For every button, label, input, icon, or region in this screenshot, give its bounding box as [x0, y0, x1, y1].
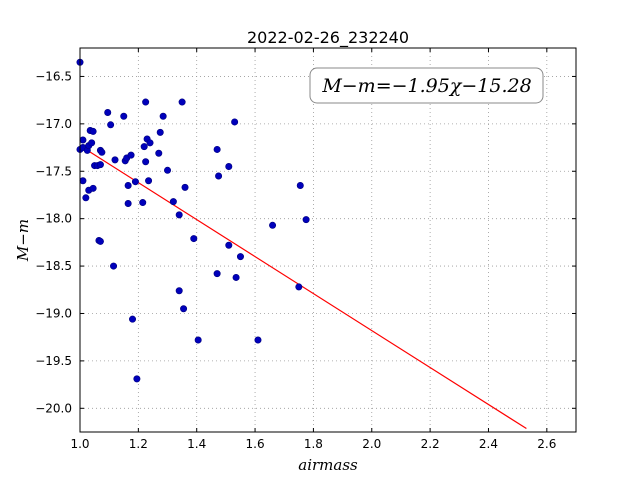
data-point [96, 161, 104, 169]
data-point [88, 139, 96, 147]
data-point [133, 375, 141, 383]
y-axis-label: M−m [14, 219, 32, 262]
data-point [269, 221, 277, 229]
data-point [194, 336, 202, 344]
data-point [225, 241, 233, 249]
data-point [181, 183, 189, 191]
data-point [302, 216, 310, 224]
fit-annotation: M−m=−1.95χ−15.28 [321, 75, 531, 97]
data-point [232, 273, 240, 281]
x-tick-label: 2.6 [537, 437, 556, 451]
data-point [145, 177, 153, 185]
y-tick-label: −17.5 [35, 164, 72, 178]
x-tick-label: 2.4 [479, 437, 498, 451]
data-point [155, 149, 163, 157]
fit-line-group [79, 145, 527, 430]
data-point [159, 112, 167, 120]
data-point [169, 198, 177, 206]
data-point [254, 336, 262, 344]
data-point [131, 178, 139, 186]
data-point [215, 172, 223, 180]
x-tick-label: 1.4 [187, 437, 206, 451]
data-point [89, 127, 97, 135]
x-tick-label: 2.0 [362, 437, 381, 451]
data-point [107, 121, 115, 129]
x-tick-label: 2.2 [421, 437, 440, 451]
data-point [142, 158, 150, 166]
data-point [79, 136, 87, 144]
data-point [156, 128, 164, 136]
data-point [110, 262, 118, 270]
y-tick-label: −18.0 [35, 212, 72, 226]
x-tick-label: 1.8 [304, 437, 323, 451]
data-point [190, 235, 198, 243]
data-point [79, 177, 87, 185]
data-point [236, 253, 244, 261]
data-point [175, 211, 183, 219]
data-point [120, 112, 128, 120]
data-point [89, 184, 97, 192]
data-point [140, 143, 148, 151]
data-point [124, 199, 132, 207]
data-point [96, 237, 104, 245]
data-point [146, 139, 154, 147]
data-point [296, 181, 304, 189]
y-tick-label: −19.0 [35, 306, 72, 320]
data-point [231, 118, 239, 126]
data-point [225, 163, 233, 171]
data-points [76, 58, 310, 383]
data-point [98, 148, 106, 156]
x-axis-label: airmass [298, 456, 358, 474]
y-tick-label: −18.5 [35, 259, 72, 273]
data-point [129, 315, 137, 323]
fit-line [79, 145, 527, 430]
x-tick-label: 1.6 [246, 437, 265, 451]
data-point [111, 156, 119, 164]
x-tick-label: 1.2 [129, 437, 148, 451]
data-point [139, 199, 147, 207]
data-point [213, 145, 221, 153]
x-tick-label: 1.0 [70, 437, 89, 451]
y-tick-label: −17.0 [35, 117, 72, 131]
chart-title: 2022-02-26_232240 [247, 28, 409, 48]
data-point [127, 151, 135, 159]
data-point [178, 98, 186, 106]
y-ticks: −16.5 −17.0 −17.5 −18.0 −18.5 −19.0 −19.5 −20.0 [35, 69, 576, 415]
data-point [164, 166, 172, 174]
plot-frame [79, 47, 577, 433]
fit-annotation-box: M−m=−1.95χ−15.28 [309, 67, 544, 104]
data-point [104, 108, 112, 116]
data-point [124, 181, 132, 189]
x-ticks: 1.0 1.2 1.4 1.6 1.8 2.0 2.2 2.4 2.6 [70, 48, 556, 451]
y-tick-label: −19.5 [35, 354, 72, 368]
y-tick-label: −20.0 [35, 401, 72, 415]
data-point [175, 287, 183, 295]
data-point [180, 305, 188, 313]
data-point [295, 283, 303, 291]
data-point [213, 270, 221, 278]
data-point [142, 98, 150, 106]
data-point [82, 194, 90, 202]
y-tick-label: −16.5 [35, 69, 72, 83]
